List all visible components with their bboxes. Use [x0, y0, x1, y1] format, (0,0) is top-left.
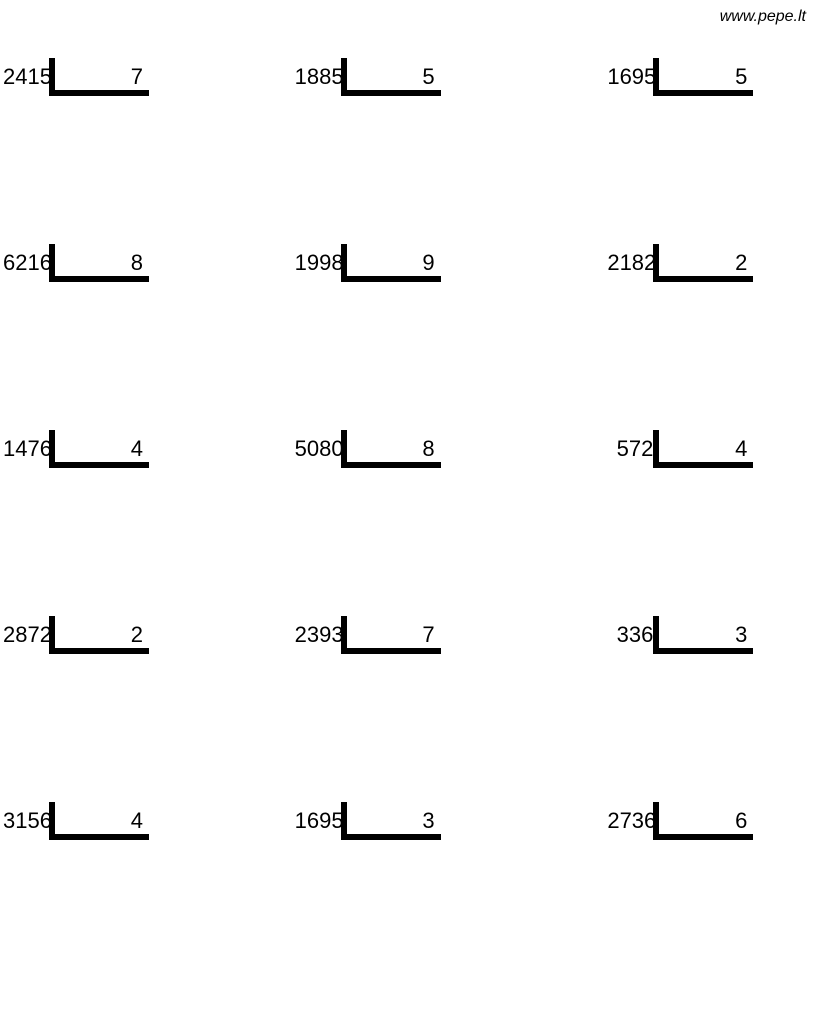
- division-bracket-icon: 3: [341, 802, 441, 840]
- division-bracket-icon: 2: [49, 616, 149, 654]
- division-bracket-icon: 4: [49, 802, 149, 840]
- division-problem: 572 4: [549, 430, 824, 616]
- dividend: 2872: [3, 622, 49, 648]
- watermark: www.pepe.lt: [720, 8, 806, 26]
- division-problem: 336 3: [549, 616, 824, 802]
- dividend: 1998: [295, 250, 341, 276]
- division-bracket-icon: 5: [341, 58, 441, 96]
- division-bracket-icon: 3: [653, 616, 753, 654]
- division-problem: 1695 5: [549, 58, 824, 244]
- divisor: 4: [735, 436, 747, 462]
- dividend: 6216: [3, 250, 49, 276]
- problem-grid: 2415 7 1885 5 1695 5 6216 8: [0, 58, 824, 988]
- dividend: 1885: [295, 64, 341, 90]
- divisor: 5: [422, 64, 434, 90]
- division-bracket-icon: 4: [49, 430, 149, 468]
- dividend: 572: [607, 436, 653, 462]
- division-problem: 2872 2: [0, 616, 275, 802]
- dividend: 1476: [3, 436, 49, 462]
- divisor: 4: [131, 436, 143, 462]
- division-bracket-icon: 7: [49, 58, 149, 96]
- division-problem: 5080 8: [275, 430, 550, 616]
- division-problem: 1695 3: [275, 802, 550, 988]
- divisor: 6: [735, 808, 747, 834]
- division-problem: 2736 6: [549, 802, 824, 988]
- divisor: 8: [422, 436, 434, 462]
- divisor: 4: [131, 808, 143, 834]
- division-problem: 2415 7: [0, 58, 275, 244]
- divisor: 5: [735, 64, 747, 90]
- division-bracket-icon: 6: [653, 802, 753, 840]
- division-problem: 2182 2: [549, 244, 824, 430]
- division-bracket-icon: 7: [341, 616, 441, 654]
- division-bracket-icon: 2: [653, 244, 753, 282]
- division-problem: 1998 9: [275, 244, 550, 430]
- dividend: 5080: [295, 436, 341, 462]
- division-problem: 2393 7: [275, 616, 550, 802]
- divisor: 7: [422, 622, 434, 648]
- division-bracket-icon: 9: [341, 244, 441, 282]
- dividend: 336: [607, 622, 653, 648]
- dividend: 2415: [3, 64, 49, 90]
- dividend: 1695: [295, 808, 341, 834]
- divisor: 3: [735, 622, 747, 648]
- division-problem: 3156 4: [0, 802, 275, 988]
- divisor: 7: [131, 64, 143, 90]
- dividend: 1695: [607, 64, 653, 90]
- division-bracket-icon: 5: [653, 58, 753, 96]
- division-bracket-icon: 8: [49, 244, 149, 282]
- divisor: 2: [131, 622, 143, 648]
- dividend: 2393: [295, 622, 341, 648]
- division-problem: 1476 4: [0, 430, 275, 616]
- dividend: 3156: [3, 808, 49, 834]
- division-bracket-icon: 4: [653, 430, 753, 468]
- dividend: 2736: [607, 808, 653, 834]
- division-problem: 1885 5: [275, 58, 550, 244]
- division-problem: 6216 8: [0, 244, 275, 430]
- divisor: 3: [422, 808, 434, 834]
- division-bracket-icon: 8: [341, 430, 441, 468]
- dividend: 2182: [607, 250, 653, 276]
- divisor: 9: [422, 250, 434, 276]
- divisor: 2: [735, 250, 747, 276]
- divisor: 8: [131, 250, 143, 276]
